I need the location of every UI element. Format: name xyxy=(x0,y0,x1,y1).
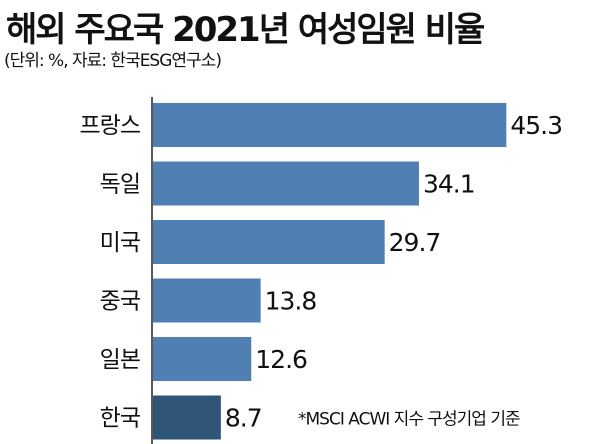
category-label: 독일 xyxy=(100,172,140,198)
bar-5 xyxy=(153,395,221,440)
category-label: 일본 xyxy=(100,347,140,373)
bar-2 xyxy=(153,220,385,264)
value-label: 45.3 xyxy=(510,111,562,140)
category-label: 중국 xyxy=(100,289,140,315)
value-label: 29.7 xyxy=(389,228,441,257)
value-label: 34.1 xyxy=(423,170,475,199)
chart-subtitle: (단위: %, 자료: 한국ESG연구소) xyxy=(4,51,222,71)
value-label: 8.7 xyxy=(225,404,262,433)
bar-0 xyxy=(153,103,507,147)
annotation: *MSCI ACWI 지수 구성기업 기준 xyxy=(298,410,520,430)
value-label: 13.8 xyxy=(265,287,317,316)
category-label: 한국 xyxy=(100,406,140,432)
chart-title: 해외 주요국 2021년 여성임원 비율 xyxy=(6,10,485,50)
value-label: 12.6 xyxy=(255,345,307,374)
bar-3 xyxy=(153,278,261,323)
category-label: 프랑스 xyxy=(80,113,140,139)
bar-1 xyxy=(153,161,419,206)
category-label: 미국 xyxy=(100,230,140,256)
bar-4 xyxy=(153,337,252,381)
